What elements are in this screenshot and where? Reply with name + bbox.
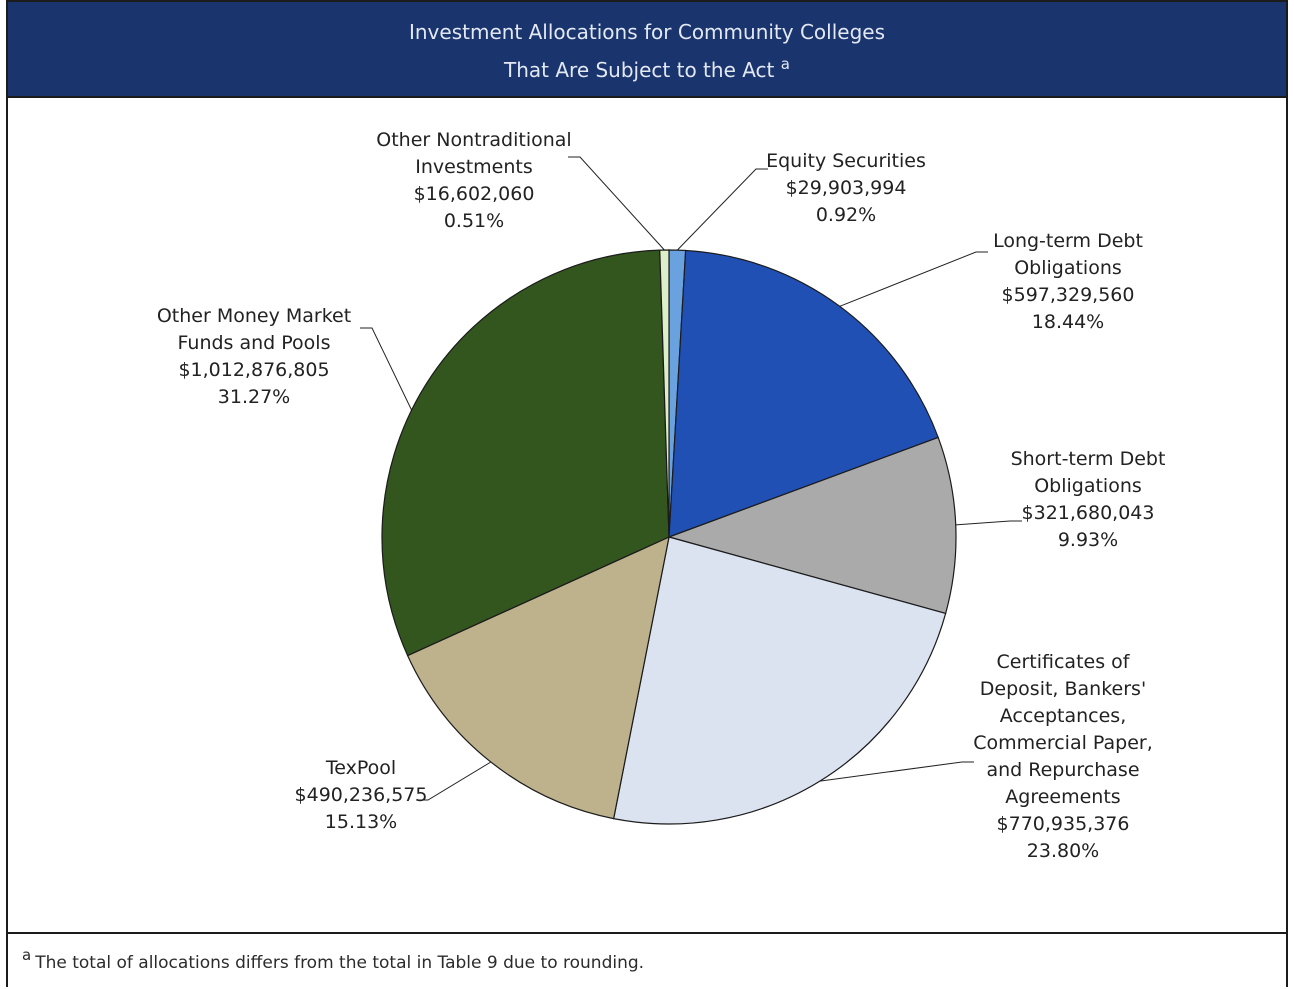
pie-slice-long-term-debt-obligations	[668, 249, 939, 538]
slice-label-equity-securities: Equity Securities $29,903,994 0.92%	[766, 150, 926, 226]
pie-slice-short-term-debt-obligations	[667, 436, 957, 615]
leader-line-texpool	[416, 761, 492, 801]
slice-percent-label: 0.51%	[444, 210, 504, 232]
slice-name-label: and Repurchase	[986, 759, 1139, 781]
slice-name-label: Investments	[415, 156, 533, 178]
chart-title-bar: Investment Allocations for Community Col…	[8, 2, 1286, 98]
slice-value-label: $597,329,560	[1002, 284, 1135, 306]
title-footnote-marker: a	[780, 55, 790, 73]
footnote-text: The total of allocations differs from th…	[35, 953, 645, 973]
leader-line-short-term-debt-obligations	[955, 520, 1022, 526]
footnote-marker: a	[22, 946, 32, 964]
figure-frame: Investment Allocations for Community Col…	[6, 0, 1288, 987]
slice-label-long-term-debt-obligations: Long-term Debt Obligations $597,329,560 18.…	[993, 230, 1143, 333]
slice-percent-label: 23.80%	[1027, 840, 1099, 862]
slice-name-label: Obligations	[1014, 257, 1122, 279]
slice-value-label: $770,935,376	[997, 813, 1130, 835]
slice-label-short-term-debt-obligations: Short-term Debt Obligations $321,680,043 9.…	[1011, 448, 1166, 551]
slice-labels: Equity Securities $29,903,994 0.92% Long-te…	[157, 129, 1166, 862]
leader-lines	[360, 156, 1022, 801]
slice-percent-label: 0.92%	[816, 204, 876, 226]
leader-line-other-money-market-funds-and-pools	[360, 327, 413, 411]
footnote: a The total of allocations differs from t…	[8, 932, 1286, 989]
slice-label-other-nontraditional-investments: Other Nontraditional Investments $16,602,0…	[376, 129, 571, 232]
leader-line-equity-securities	[676, 168, 768, 251]
slice-name-label: Commercial Paper,	[973, 732, 1153, 754]
chart-title-line2: That Are Subject to the Act	[504, 58, 775, 82]
chart-title-line1: Investment Allocations for Community Col…	[408, 20, 885, 44]
chart-title-line2-row: That Are Subject to the Act a	[8, 48, 1286, 86]
slice-name-label: Deposit, Bankers'	[980, 678, 1146, 700]
slice-label-texpool: TexPool $490,236,575 15.13%	[295, 757, 428, 833]
slice-percent-label: 31.27%	[218, 386, 290, 408]
pie-slice-other-money-market-funds-and-pools	[381, 249, 670, 657]
slice-value-label: $1,012,876,805	[178, 359, 329, 381]
slice-value-label: $490,236,575	[295, 784, 428, 806]
slice-percent-label: 9.93%	[1058, 529, 1118, 551]
slice-label-certificates-of-deposit-bankers-acceptances-commercial-paper-and-repurchase-agreements: Certificates of Deposit, Bankers' Acceptan…	[973, 651, 1153, 862]
slice-name-label: Funds and Pools	[178, 332, 331, 354]
leader-line-certificates-of-deposit-bankers-acceptances-commercial-paper-and-repurchase-agreements	[819, 761, 974, 782]
slice-label-other-money-market-funds-and-pools: Other Money Market Funds and Pools $1,012,…	[157, 305, 351, 408]
slice-name-label: Obligations	[1034, 475, 1142, 497]
pie-slice-certificates-of-deposit-bankers-acceptances-commercial-paper-and-repurchase-agreements	[612, 536, 947, 825]
slice-name-label: Other Nontraditional	[376, 129, 571, 151]
pie-slices	[381, 249, 957, 825]
slice-value-label: $16,602,060	[414, 183, 535, 205]
slice-name-label: Agreements	[1005, 786, 1120, 808]
slice-value-label: $321,680,043	[1022, 502, 1155, 524]
slice-value-label: $29,903,994	[786, 177, 907, 199]
slice-name-label: Equity Securities	[766, 150, 926, 172]
leader-line-other-nontraditional-investments	[568, 156, 665, 251]
slice-percent-label: 18.44%	[1032, 311, 1104, 333]
slice-name-label: TexPool	[325, 757, 396, 779]
slice-name-label: Long-term Debt	[993, 230, 1143, 252]
pie-chart: Equity Securities $29,903,994 0.92% Long-te…	[157, 129, 1166, 862]
leader-line-long-term-debt-obligations	[839, 251, 988, 307]
pie-slice-other-nontraditional-investments	[659, 249, 670, 538]
slice-name-label: Acceptances,	[1000, 705, 1127, 727]
slice-name-label: Short-term Debt	[1011, 448, 1166, 470]
slice-percent-label: 15.13%	[325, 811, 397, 833]
slice-name-label: Certificates of	[997, 651, 1131, 673]
slice-name-label: Other Money Market	[157, 305, 351, 327]
